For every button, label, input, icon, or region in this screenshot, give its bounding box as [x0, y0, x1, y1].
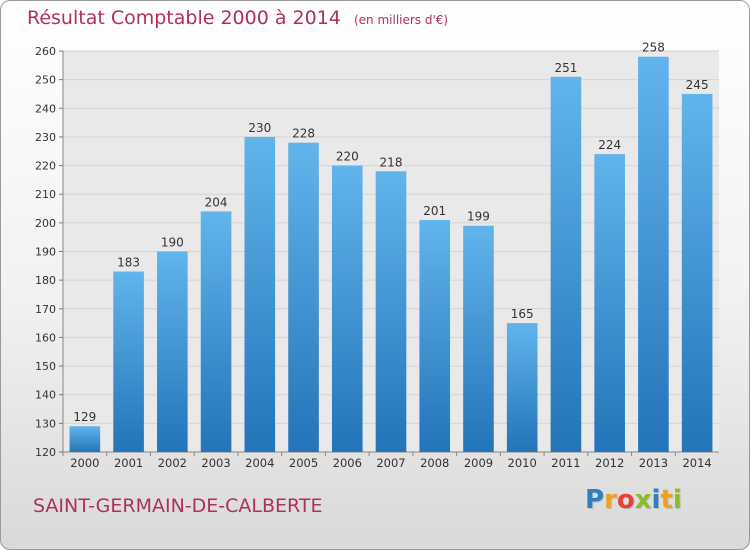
x-tick-label: 2011 [551, 456, 580, 470]
logo-letter: t [660, 485, 673, 515]
x-tick-label: 2009 [464, 456, 493, 470]
y-tick-label: 160 [35, 331, 56, 344]
y-tick-label: 250 [35, 74, 56, 87]
x-tick-label: 2000 [70, 456, 99, 470]
bar-2008 [419, 219, 451, 452]
bar-2006 [331, 165, 363, 453]
logo-letter: o [616, 485, 635, 515]
data-label: 224 [598, 138, 621, 152]
y-tick-label: 220 [35, 160, 56, 173]
y-tick-label: 150 [35, 360, 56, 373]
data-label: 228 [292, 127, 315, 141]
bar-2002 [157, 251, 188, 452]
bar-2000 [69, 426, 101, 452]
y-tick-label: 260 [35, 45, 56, 58]
x-tick-label: 2012 [595, 456, 624, 470]
logo-letter: i [651, 485, 661, 515]
data-label: 258 [642, 41, 665, 55]
bar-2004 [244, 136, 276, 452]
x-tick-label: 2014 [682, 456, 711, 470]
proxiti-logo: Proxiti [585, 485, 682, 515]
bar-2005 [288, 142, 319, 452]
data-label: 220 [336, 150, 359, 164]
data-label: 245 [686, 78, 709, 92]
logo-letter: x [634, 485, 652, 515]
x-tick-label: 2013 [639, 456, 668, 470]
data-label: 129 [73, 410, 96, 424]
data-label: 204 [205, 195, 228, 209]
logo-letter: i [672, 485, 682, 515]
logo-letter: P [585, 485, 605, 515]
bar-2001 [113, 271, 144, 452]
y-tick-label: 170 [35, 303, 56, 316]
x-tick-label: 2002 [158, 456, 187, 470]
data-label: 190 [161, 236, 184, 250]
bar-2007 [375, 171, 407, 453]
data-label: 199 [467, 210, 490, 224]
bar-2014 [681, 93, 713, 452]
y-tick-label: 200 [35, 217, 56, 230]
bar-2003 [200, 211, 232, 452]
x-tick-label: 2004 [245, 456, 274, 470]
x-tick-label: 2006 [333, 456, 362, 470]
data-label: 251 [554, 61, 577, 75]
x-tick-label: 2001 [114, 456, 143, 470]
bar-2013 [638, 56, 669, 452]
data-label: 201 [423, 204, 446, 218]
y-tick-label: 240 [35, 102, 56, 115]
bar-2009 [463, 225, 494, 452]
bar-2010 [506, 323, 538, 452]
bar-2011 [550, 76, 582, 453]
y-tick-label: 190 [35, 246, 56, 259]
logo-letter: r [604, 485, 617, 515]
data-label: 218 [380, 155, 403, 169]
y-tick-label: 230 [35, 131, 56, 144]
chart-title-main: Résultat Comptable 2000 à 2014 [27, 7, 341, 29]
x-tick-label: 2005 [289, 456, 318, 470]
x-tick-label: 2003 [201, 456, 230, 470]
x-tick-label: 2008 [420, 456, 449, 470]
data-label: 183 [117, 256, 140, 270]
data-label: 230 [248, 121, 271, 135]
x-tick-label: 2010 [508, 456, 537, 470]
y-tick-label: 210 [35, 188, 56, 201]
y-tick-label: 130 [35, 417, 56, 430]
x-tick-label: 2007 [376, 456, 405, 470]
chart-title: Résultat Comptable 2000 à 2014 (en milli… [27, 7, 448, 29]
y-tick-label: 120 [35, 446, 56, 459]
chart-title-unit: (en milliers d'€) [353, 13, 449, 27]
y-tick-label: 180 [35, 274, 56, 287]
bar-2012 [594, 154, 625, 452]
y-tick-label: 140 [35, 389, 56, 402]
commune-name: SAINT-GERMAIN-DE-CALBERTE [33, 495, 323, 517]
data-label: 165 [511, 307, 534, 321]
